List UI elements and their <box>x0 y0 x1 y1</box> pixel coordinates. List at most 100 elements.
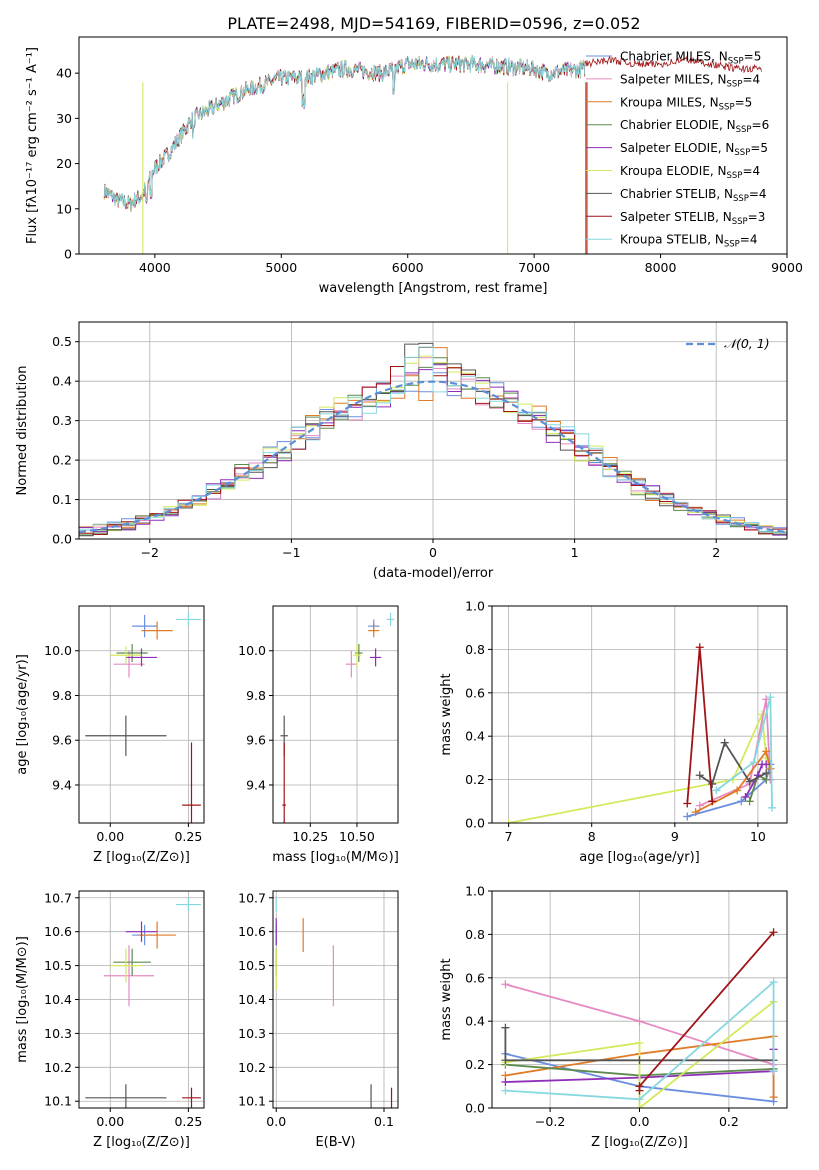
y-tick-label: 0.1 <box>52 492 72 507</box>
axes-weight_vs_age: 7 8 9 10 0.0 0.2 0.4 0.6 0.8 1.0 age [log₁₀(age/yr… <box>439 599 788 865</box>
plus-marker <box>720 738 729 747</box>
x-tick-label: 0.1 <box>374 1114 394 1129</box>
legend-entry: Chabrier ELODIE, NSSP=6 <box>620 118 769 135</box>
plus-marker <box>501 1056 510 1065</box>
y-tick-label: 9.4 <box>246 777 266 792</box>
y-axis-label: Flux [fλ10⁻¹⁷ erg cm⁻² s⁻¹ A⁻¹] <box>25 47 40 244</box>
errorbar-point <box>138 921 176 949</box>
plus-marker <box>695 771 704 780</box>
plot-area-weight_vs_Z <box>501 928 778 1108</box>
errorbar-point <box>175 612 201 627</box>
errorbar-point <box>182 742 201 823</box>
x-axis-label: Z [log₁₀(Z/Z⊙)] <box>591 1135 688 1150</box>
plus-marker <box>683 799 692 808</box>
y-tick-label: 0.5 <box>52 334 72 349</box>
y-axis-label: Normed distribution <box>15 366 30 496</box>
x-tick-label: 0.0 <box>266 1114 286 1129</box>
axes-frame <box>491 605 788 824</box>
spectrum-line <box>103 55 586 210</box>
x-axis-label: age [log₁₀(age/yr)] <box>579 850 700 865</box>
plus-marker <box>635 1017 644 1026</box>
plus-marker <box>745 777 754 786</box>
errorbar-point <box>182 1087 201 1108</box>
errorbar-point <box>125 648 158 667</box>
plus-marker <box>737 797 746 806</box>
plus-marker <box>762 747 771 756</box>
x-axis-label: Z [log₁₀(Z/Z⊙)] <box>93 1135 190 1150</box>
x-tick-label: 2 <box>712 545 720 560</box>
figure-title: PLATE=2498, MJD=54169, FIBERID=0596, z=0… <box>227 14 640 33</box>
y-tick-label: 10.2 <box>44 1060 72 1075</box>
plot-area-weight_vs_age <box>504 643 777 823</box>
plot-area-mass_vs_ebv <box>275 897 393 1108</box>
axes-frame <box>78 36 788 255</box>
axes-decor-age_vs_mass: 10.25 10.50 9.4 9.6 9.8 10.0 mass [log₁₀(M/M⊙)… <box>238 605 399 865</box>
x-tick-label: −2 <box>141 545 159 560</box>
residual-legend: 𝒩(0, 1) <box>686 336 770 351</box>
plus-marker <box>635 1104 644 1108</box>
y-axis-label: age [log₁₀(age/yr)] <box>15 654 30 775</box>
errorbar-point <box>125 921 158 942</box>
y-tick-label: 0.2 <box>465 1057 485 1072</box>
y-tick-label: 0.0 <box>465 1101 485 1116</box>
plus-marker <box>708 779 717 788</box>
plus-marker <box>769 1093 778 1102</box>
x-axis-label: Z [log₁₀(Z/Z⊙)] <box>93 850 190 865</box>
weight-line <box>699 699 772 807</box>
plus-marker <box>504 819 513 823</box>
x-tick-label: 0.00 <box>96 829 124 844</box>
plot-area-age_vs_mass <box>280 612 395 823</box>
plus-marker <box>769 1067 778 1076</box>
plus-marker <box>745 797 754 806</box>
x-tick-label: 7 <box>505 829 513 844</box>
y-tick-label: 1.0 <box>465 599 485 614</box>
y-tick-label: 9.6 <box>246 733 266 748</box>
plus-marker <box>712 786 721 795</box>
legend-entry: Kroupa MILES, NSSP=5 <box>620 95 752 112</box>
errorbar-point <box>116 644 148 662</box>
legend-entry: Chabrier MILES, NSSP=5 <box>620 50 761 67</box>
axes-frame <box>272 605 399 824</box>
plus-marker <box>691 808 700 817</box>
legend-entry: Salpeter ELODIE, NSSP=5 <box>620 141 768 158</box>
y-tick-label: 1.0 <box>465 884 485 899</box>
axes-decor-spectrum: 4000 5000 6000 7000 8000 9000 0 10 20 30 40 wavelen… <box>25 36 803 296</box>
y-tick-label: 10.0 <box>44 643 72 658</box>
errorbar-point <box>355 644 363 662</box>
plot-layer: 4000 5000 6000 7000 8000 9000010203040wavelen… <box>15 36 803 1150</box>
weight-line <box>505 1000 775 1108</box>
axes-age_vs_mass: 10.25 10.50 9.4 9.6 9.8 10.0 mass [log₁₀(M/M⊙)… <box>238 605 399 865</box>
errorbar-point <box>85 1084 167 1108</box>
legend-entry: Chabrier STELIB, NSSP=4 <box>620 187 767 204</box>
x-tick-label: 0.00 <box>96 1114 124 1129</box>
axes-age_vs_Z: 0.00 0.25 9.4 9.6 9.8 10.0 Z [log₁₀(Z/Z⊙)] age … <box>15 605 205 865</box>
x-tick-label: 0.25 <box>174 829 202 844</box>
x-tick-label: −0.2 <box>535 1114 565 1129</box>
legend-entry: Salpeter STELIB, NSSP=3 <box>620 210 765 227</box>
plus-marker <box>762 760 771 769</box>
x-axis-label: mass [log₁₀(M/M⊙)] <box>272 850 399 865</box>
x-axis-label: (data-model)/error <box>373 566 494 581</box>
y-tick-label: 0.6 <box>465 970 485 985</box>
errorbar-point <box>353 644 361 667</box>
y-tick-label: 9.6 <box>52 733 72 748</box>
x-tick-label: −1 <box>282 545 300 560</box>
axes-decor-residuals: −2 −1 0 1 2 0.0 0.1 0.2 0.3 0.4 0.5 (data-model)/er… <box>15 321 788 581</box>
errorbar-point <box>345 650 357 678</box>
y-tick-label: 0.4 <box>52 374 72 389</box>
model-line <box>584 55 762 74</box>
y-tick-label: 20 <box>56 156 72 171</box>
axes-mass_vs_Z: 0.00 0.25 10.1 10.2 10.3 10.4 10.5 10.6 10.7 Z [l… <box>15 890 205 1150</box>
weight-line <box>715 696 773 808</box>
legend-entry: Kroupa STELIB, NSSP=4 <box>620 233 758 250</box>
y-tick-label: 0.4 <box>465 1014 485 1029</box>
x-tick-label: 7000 <box>518 260 550 275</box>
y-tick-label: 0.2 <box>52 453 72 468</box>
errorbar-point <box>104 945 154 1007</box>
normal-curve <box>79 380 787 534</box>
y-tick-label: 10.5 <box>238 958 266 973</box>
plus-marker <box>635 1095 644 1104</box>
errorbar-point <box>85 715 167 756</box>
plus-marker <box>635 1038 644 1047</box>
plus-marker <box>501 1077 510 1086</box>
